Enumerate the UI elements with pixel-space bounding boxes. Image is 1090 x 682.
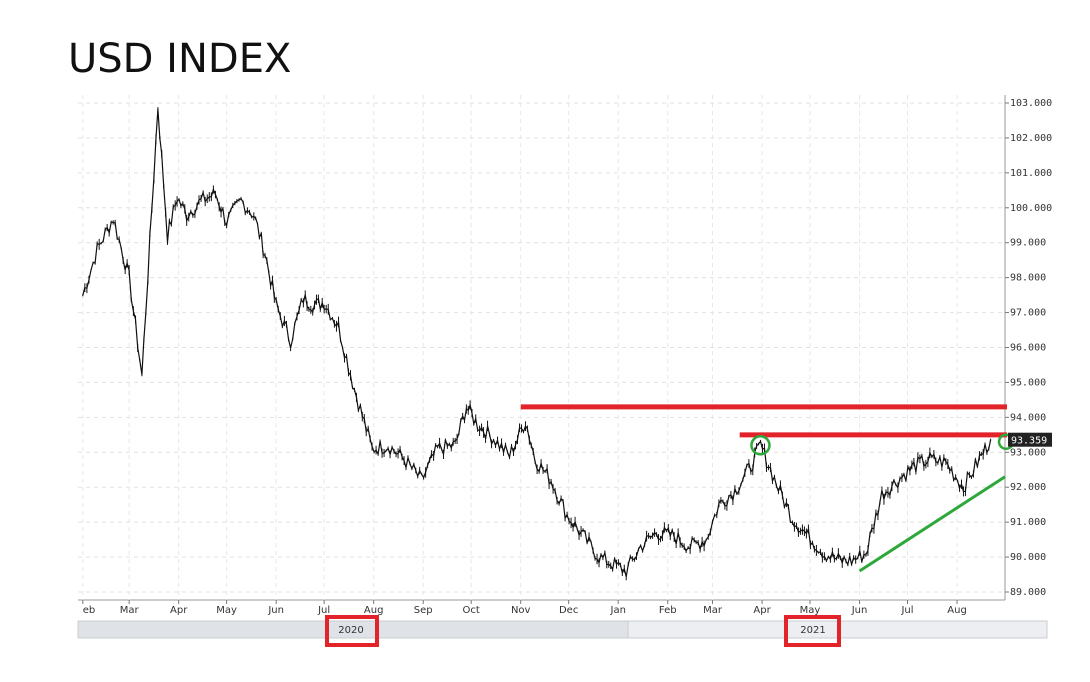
x-tick-label: Feb (659, 605, 677, 616)
x-tick-label: Mar (120, 605, 140, 616)
x-tick-label: Mar (703, 605, 723, 616)
x-tick-label: Nov (511, 605, 531, 616)
chart-title: USD INDEX (68, 36, 292, 82)
y-tick-label: 103.000 (1010, 98, 1052, 109)
y-tick-label: 102.000 (1010, 133, 1052, 144)
y-tick-label: 100.000 (1010, 203, 1052, 214)
y-tick-label: 93.000 (1010, 447, 1046, 458)
x-tick-label: Dec (559, 605, 578, 616)
peak-highlight-circle (750, 435, 771, 456)
x-tick-label: Aug (364, 605, 384, 616)
y-tick-label: 92.000 (1010, 482, 1046, 493)
y-tick-label: 90.000 (1010, 552, 1046, 563)
y-tick-label: 91.000 (1010, 517, 1046, 528)
support-trendline (858, 475, 1006, 573)
y-tick-label: 94.000 (1010, 412, 1046, 423)
x-tick-label: Jan (610, 605, 626, 616)
y-tick-label: 95.000 (1010, 377, 1046, 388)
year-label: 2021 (800, 625, 825, 636)
price-line (82, 109, 992, 577)
year-highlight-box (784, 615, 841, 647)
x-tick-label: eb (83, 605, 96, 616)
x-tick-label: Jun (267, 605, 284, 616)
last-value-label: 93.359 (1011, 436, 1047, 447)
y-tick-label: 98.000 (1010, 273, 1046, 284)
x-tick-label: Oct (463, 605, 480, 616)
x-tick-label: Apr (170, 605, 188, 616)
y-tick-label: 101.000 (1010, 168, 1052, 179)
x-tick-label: Jul (317, 605, 330, 616)
y-tick-label: 97.000 (1010, 308, 1046, 319)
x-tick-label: Sep (414, 605, 433, 616)
y-tick-label: 96.000 (1010, 343, 1046, 354)
x-tick-label: Aug (947, 605, 967, 616)
x-tick-label: Apr (753, 605, 771, 616)
y-tick-label: 89.000 (1010, 587, 1046, 598)
x-tick-label: Jun (851, 605, 868, 616)
x-tick-label: May (800, 605, 821, 616)
y-tick-label: 99.000 (1010, 238, 1046, 249)
year-highlight-box (325, 615, 379, 647)
x-tick-label: May (216, 605, 237, 616)
x-tick-label: Jul (900, 605, 913, 616)
year-label: 2020 (338, 625, 363, 636)
last-value-box (1008, 432, 1052, 447)
